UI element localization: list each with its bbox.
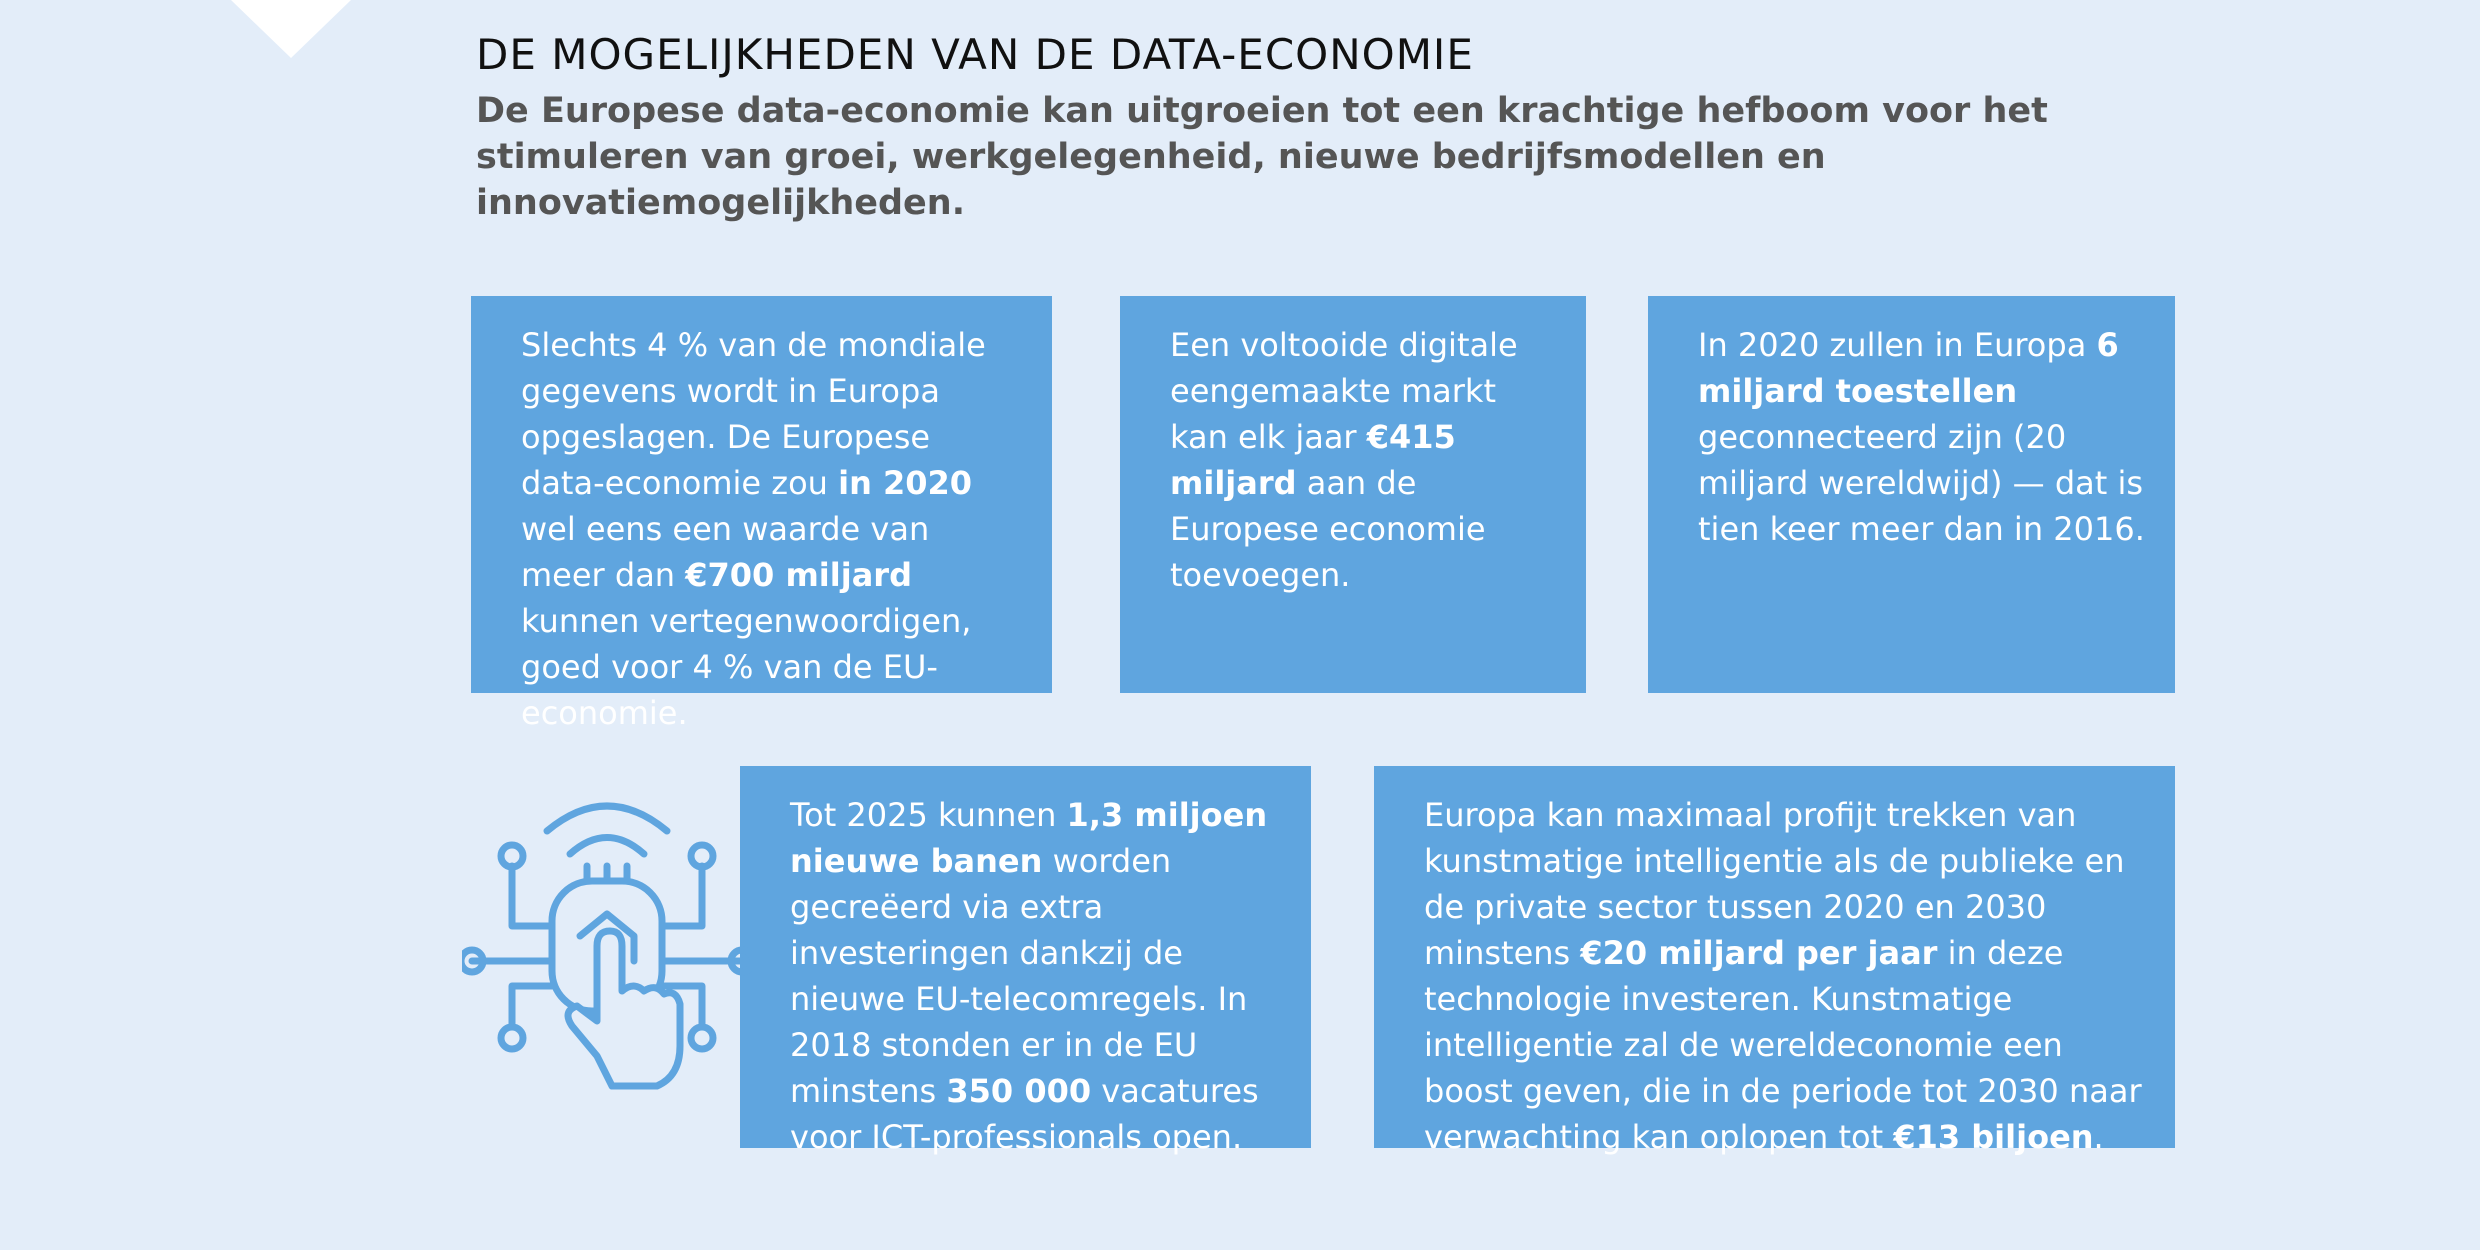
info-box: In 2020 zullen in Europa 6 miljard toest… xyxy=(1648,296,2175,693)
title: DE MOGELIJKHEDEN VAN DE DATA-ECONOMIE xyxy=(476,30,1474,79)
highlight-text: in 2020 xyxy=(838,464,973,502)
info-box: Een voltooide digitale eengemaakte markt… xyxy=(1120,296,1586,693)
info-box: Slechts 4 % van de mondiale gegevens wor… xyxy=(471,296,1052,732)
body-text: in deze technologie investeren. Kunstmat… xyxy=(1424,934,2142,1156)
body-text: wel eens een waarde van meer dan xyxy=(521,510,930,594)
subtitle: De Europese data-economie kan uitgroeien… xyxy=(476,91,2048,223)
info-box: Europa kan maximaal profijt trekken van … xyxy=(1374,766,2175,1156)
body-text: In 2020 zullen in Europa xyxy=(1698,326,2097,364)
corner-triangle xyxy=(231,0,351,58)
highlight-text: €415 miljard xyxy=(1170,418,1456,502)
highlight-text: €20 miljard per jaar xyxy=(1580,934,1938,972)
highlight-text: €700 miljard xyxy=(685,556,912,594)
touch-icon xyxy=(462,802,752,1090)
body-text: aan de Europese economie toevoegen. xyxy=(1170,464,1486,594)
body-text: . xyxy=(2093,1118,2104,1156)
body-text: geconnecteerd zijn (20 miljard wereldwij… xyxy=(1698,418,2145,548)
highlight-text: 1,3 miljoen nieuwe banen xyxy=(790,796,1268,880)
body-text: kunnen vertegenwoordigen, goed voor 4 % … xyxy=(521,602,972,732)
body-text: Een voltooide digitale eengemaakte markt… xyxy=(1170,326,1518,456)
body-text: worden gecreëerd via extra investeringen… xyxy=(790,842,1248,1110)
body-text: vacatures voor ICT-professionals open. xyxy=(790,1072,1259,1156)
body-text: Europa kan maximaal profijt trekken van … xyxy=(1424,796,2125,972)
info-box: Tot 2025 kunnen 1,3 miljoen nieuwe banen… xyxy=(740,766,1311,1156)
body-text: Tot 2025 kunnen xyxy=(790,796,1067,834)
highlight-text: 350 000 xyxy=(946,1072,1092,1110)
highlight-text: €13 biljoen xyxy=(1893,1118,2094,1156)
body-text: Slechts 4 % van de mondiale gegevens wor… xyxy=(521,326,986,502)
highlight-text: 6 miljard toestellen xyxy=(1698,326,2119,410)
